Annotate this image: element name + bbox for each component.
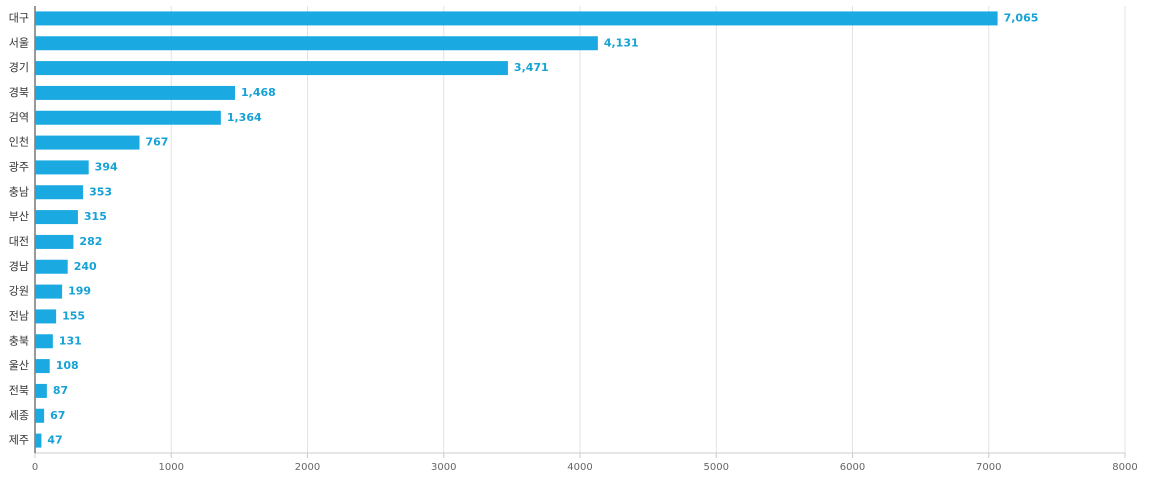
value-label: 353 [89, 185, 112, 198]
bar [35, 408, 45, 423]
y-tick-label: 경남 [9, 260, 29, 273]
x-tick-label: 7000 [976, 462, 1001, 473]
bar [35, 433, 42, 448]
x-tick-label: 3000 [431, 462, 456, 473]
value-label: 767 [146, 136, 169, 149]
x-tick-label: 8000 [1112, 462, 1137, 473]
y-tick-label: 부산 [9, 210, 29, 223]
y-tick-label: 대구 [9, 11, 29, 24]
y-tick-label: 울산 [9, 359, 29, 372]
y-tick-label: 광주 [9, 160, 29, 173]
bar [35, 259, 68, 274]
bar [35, 160, 89, 175]
y-tick-label: 경기 [9, 61, 29, 74]
value-label: 1,364 [227, 111, 262, 124]
value-label: 282 [79, 235, 102, 248]
bar [35, 210, 78, 225]
value-label: 87 [53, 384, 68, 397]
bar [35, 359, 50, 374]
bar [35, 334, 53, 349]
x-tick-label: 5000 [704, 462, 729, 473]
y-tick-label: 충남 [9, 185, 29, 198]
value-label: 1,468 [241, 86, 276, 99]
y-tick-label: 검역 [9, 111, 29, 124]
bar [35, 383, 47, 398]
bar [35, 309, 57, 324]
value-label: 155 [62, 309, 85, 322]
x-tick-label: 2000 [295, 462, 320, 473]
y-tick-label: 경북 [9, 86, 29, 99]
value-label: 67 [50, 409, 65, 422]
value-label: 108 [56, 359, 79, 372]
bar [35, 85, 236, 100]
bar [35, 135, 140, 150]
y-tick-label: 전북 [9, 384, 29, 397]
y-tick-label: 서울 [9, 36, 29, 49]
y-tick-label: 세종 [9, 409, 29, 422]
bar [35, 110, 221, 125]
value-label: 3,471 [514, 61, 549, 74]
y-tick-label: 충북 [9, 334, 29, 347]
y-tick-label: 대전 [9, 235, 29, 248]
y-tick-label: 인천 [9, 135, 29, 149]
bar [35, 11, 998, 26]
y-tick-label: 전남 [9, 309, 29, 322]
value-label: 131 [59, 334, 82, 347]
value-label: 47 [47, 434, 62, 447]
x-tick-label: 6000 [840, 462, 865, 473]
bar [35, 61, 508, 76]
x-tick-label: 0 [32, 462, 38, 473]
bar [35, 284, 63, 299]
value-label: 7,065 [1004, 11, 1039, 24]
value-label: 4,131 [604, 36, 639, 49]
bar [35, 185, 84, 200]
y-tick-label: 강원 [9, 285, 29, 298]
bar [35, 36, 598, 51]
x-tick-label: 1000 [159, 462, 184, 473]
y-tick-label: 제주 [9, 434, 29, 447]
bar [35, 234, 74, 249]
value-label: 394 [95, 160, 118, 173]
value-label: 315 [84, 210, 107, 223]
x-tick-label: 4000 [567, 462, 592, 473]
value-label: 199 [68, 285, 91, 298]
value-label: 240 [74, 260, 97, 273]
